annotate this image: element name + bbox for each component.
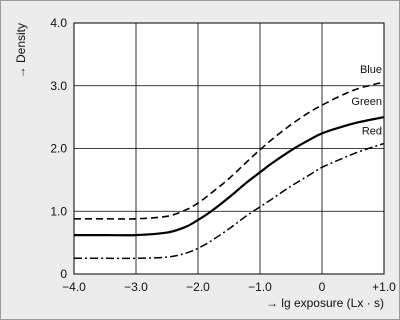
tick-labels: −4.0 −3.0 −2.0 −1.0 0 +1.0 0 1.0 2.0 3.0 4.0 xyxy=(50,16,396,294)
x-tick-label: −4.0 xyxy=(62,280,86,294)
x-axis-title: → lg exposure (Lx · s) xyxy=(266,296,384,310)
series-label-green: Green xyxy=(351,96,382,108)
y-axis-title: → Density xyxy=(14,23,28,78)
series-labels: Blue Green Red xyxy=(351,64,382,137)
grid-lines xyxy=(74,23,384,274)
y-tick-label: 4.0 xyxy=(50,16,67,30)
series-label-blue: Blue xyxy=(360,64,382,76)
x-tick-label: −3.0 xyxy=(124,280,148,294)
series-lines xyxy=(74,81,385,260)
x-tick-label: −1.0 xyxy=(248,280,272,294)
plot-frame xyxy=(73,22,385,275)
series-line-red xyxy=(74,142,385,260)
series-label-red: Red xyxy=(362,125,382,137)
x-tick-label: +1.0 xyxy=(372,280,396,294)
y-tick-label: 0 xyxy=(60,267,67,281)
y-tick-label: 3.0 xyxy=(50,79,67,93)
y-tick-label: 1.0 xyxy=(50,204,67,218)
series-line-blue xyxy=(74,81,385,220)
series-line-green xyxy=(74,116,385,237)
x-tick-label: −2.0 xyxy=(186,280,210,294)
x-tick-label: 0 xyxy=(319,280,326,294)
y-tick-label: 2.0 xyxy=(50,142,67,156)
